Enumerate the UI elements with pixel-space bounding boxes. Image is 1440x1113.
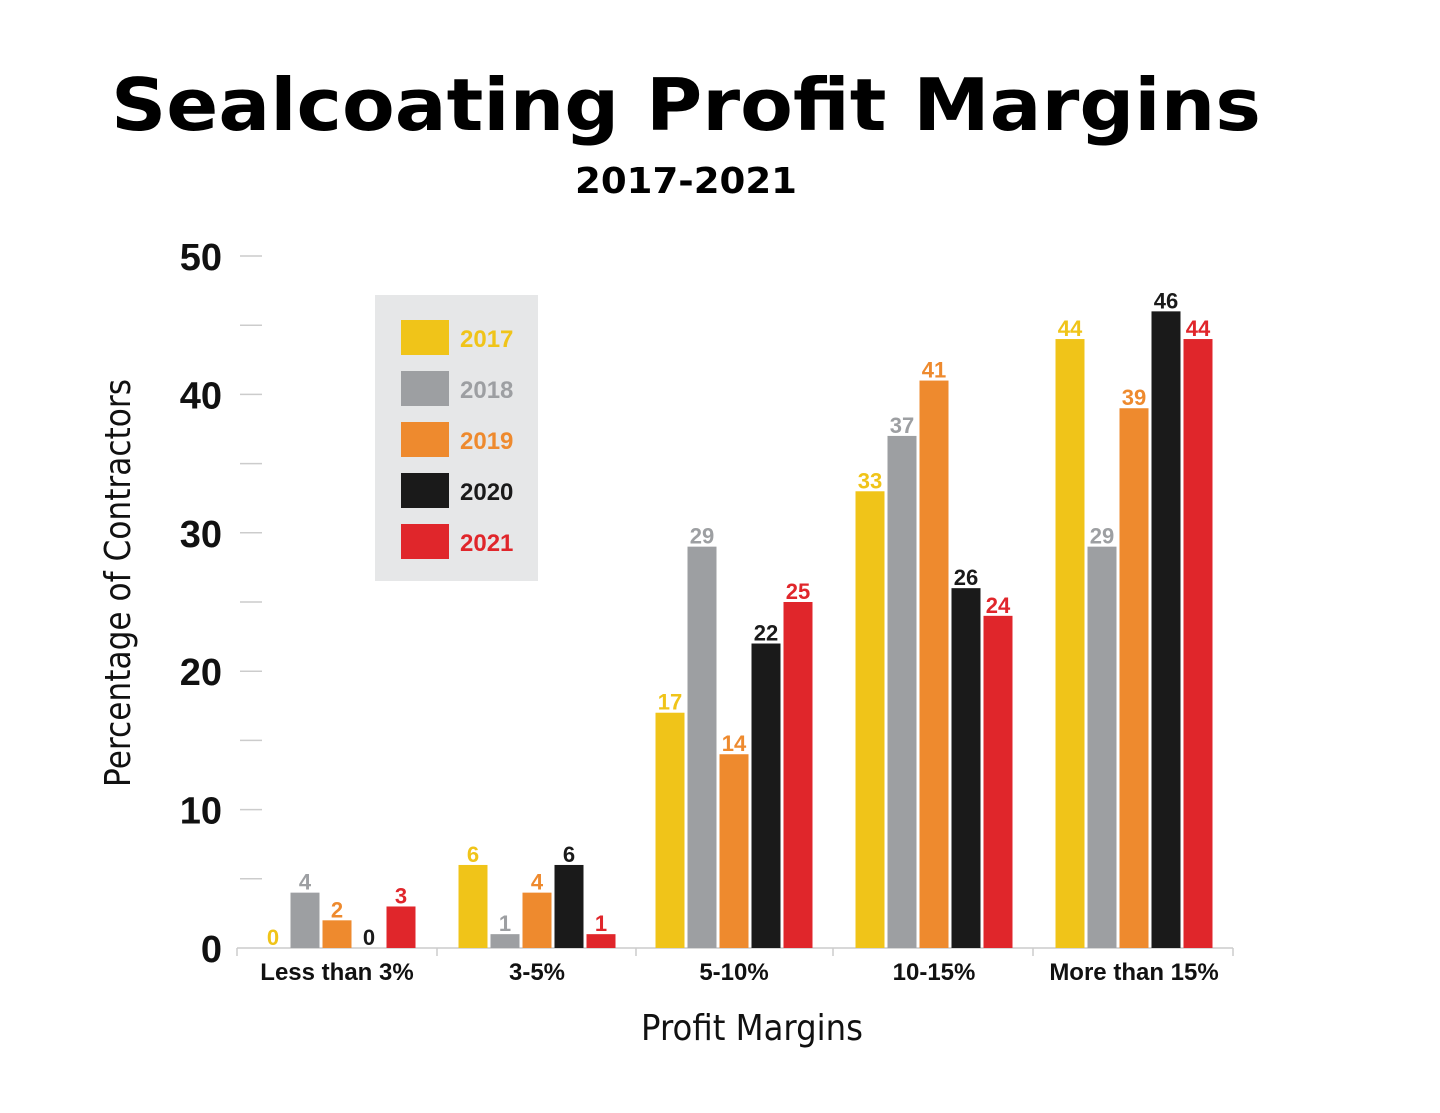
data-label: 29 — [1090, 524, 1114, 549]
data-label: 6 — [563, 842, 575, 867]
y-tick-label: 30 — [180, 514, 222, 556]
bar-2018-3 — [887, 435, 917, 948]
x-tick-label: 5-10% — [699, 959, 768, 986]
legend-swatch-2021 — [401, 524, 449, 559]
data-label: 0 — [267, 925, 279, 950]
y-tick-label: 0 — [201, 929, 222, 971]
bar-2017-2 — [655, 712, 685, 948]
data-label: 0 — [363, 925, 375, 950]
data-label: 25 — [786, 579, 810, 604]
bar-2020-1 — [554, 864, 584, 948]
bar-2019-4 — [1119, 408, 1149, 948]
bar-2018-1 — [490, 934, 520, 948]
legend-label: 2018 — [460, 377, 513, 404]
data-label: 22 — [754, 621, 778, 646]
x-tick-label: Less than 3% — [260, 959, 413, 986]
x-tick-label: 3-5% — [509, 959, 565, 986]
data-label: 41 — [922, 358, 946, 383]
chart-title: Sealcoating Profit Margins — [111, 63, 1261, 147]
legend-label: 2017 — [460, 326, 513, 353]
data-label: 44 — [1058, 316, 1083, 341]
data-label: 39 — [1122, 385, 1146, 410]
data-label: 4 — [531, 870, 544, 895]
y-tick-label: 40 — [180, 375, 222, 417]
x-tick-label: More than 15% — [1049, 959, 1218, 986]
chart-subtitle: 2017-2021 — [575, 161, 797, 202]
bar-2021-4 — [1183, 339, 1213, 948]
y-tick-label: 20 — [180, 652, 222, 694]
bar-2021-3 — [983, 615, 1013, 948]
y-tick-label: 10 — [180, 791, 222, 833]
data-label: 14 — [722, 731, 747, 756]
legend-label: 2021 — [460, 530, 513, 557]
legend-swatch-2019 — [401, 422, 449, 457]
x-axis-title: Profit Margins — [641, 1008, 863, 1049]
data-label: 46 — [1154, 288, 1178, 313]
x-tick-label: 10-15% — [893, 959, 976, 986]
data-label: 29 — [690, 524, 714, 549]
bar-2018-0 — [290, 892, 320, 948]
y-axis-title: Percentage of Contractors — [98, 379, 139, 787]
bar-2021-1 — [586, 934, 616, 948]
legend-box — [375, 295, 538, 581]
data-label: 3 — [395, 883, 407, 908]
bar-2019-3 — [919, 380, 949, 948]
legend-swatch-2020 — [401, 473, 449, 508]
bar-2017-3 — [855, 491, 885, 948]
data-label: 24 — [986, 593, 1011, 618]
data-label: 17 — [658, 690, 682, 715]
legend-swatch-2017 — [401, 320, 449, 355]
data-label: 6 — [467, 842, 479, 867]
data-label: 4 — [299, 870, 312, 895]
data-label: 2 — [331, 897, 343, 922]
legend-label: 2020 — [460, 479, 513, 506]
bar-2021-2 — [783, 602, 813, 948]
legend-label: 2019 — [460, 428, 513, 455]
bars — [290, 311, 1213, 948]
legend-swatch-2018 — [401, 371, 449, 406]
data-label: 1 — [499, 911, 511, 936]
bar-2017-1 — [458, 864, 488, 948]
data-label: 33 — [858, 468, 882, 493]
legend: 2017 2018 2019 2020 2021 — [375, 295, 538, 581]
y-tick-label: 50 — [180, 237, 222, 279]
bar-2017-4 — [1055, 339, 1085, 948]
bar-2019-2 — [719, 754, 749, 948]
data-label: 37 — [890, 413, 914, 438]
bar-2020-2 — [751, 643, 781, 948]
bar-2018-4 — [1087, 546, 1117, 948]
bar-2019-1 — [522, 892, 552, 948]
data-label: 1 — [595, 911, 607, 936]
bar-2018-2 — [687, 546, 717, 948]
bar-2020-4 — [1151, 311, 1181, 948]
data-label: 44 — [1186, 316, 1211, 341]
bar-2020-3 — [951, 588, 981, 948]
data-label: 26 — [954, 565, 978, 590]
bar-2021-0 — [386, 906, 416, 948]
bar-2019-0 — [322, 920, 352, 948]
